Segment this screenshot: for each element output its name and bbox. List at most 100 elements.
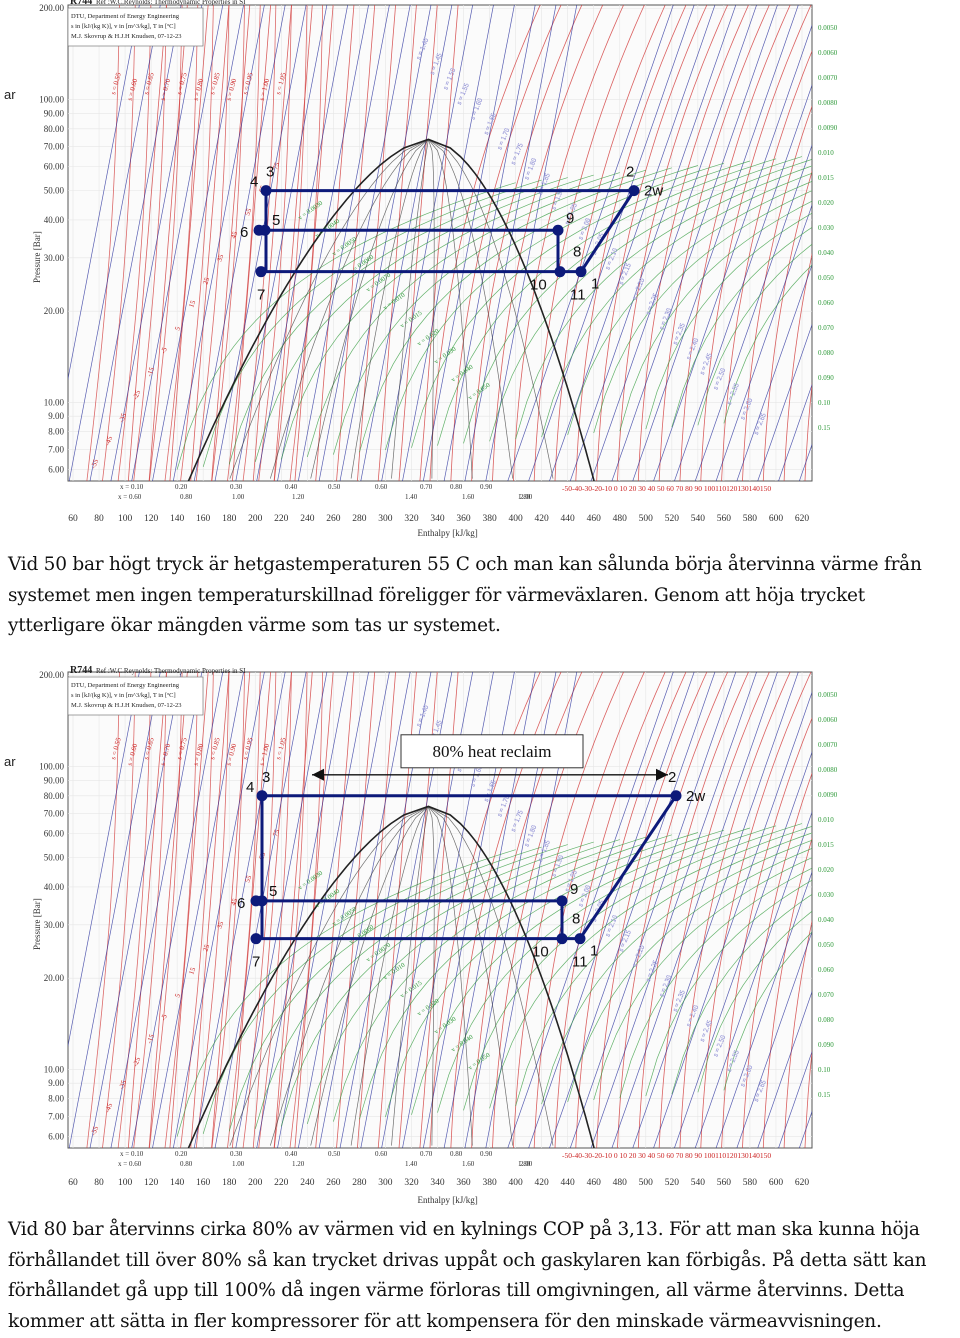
isotherm-line (575, 5, 687, 481)
point-label-2w: 2w (644, 183, 663, 200)
isentrope-line (569, 5, 737, 481)
point-label-2: 2 (626, 164, 634, 181)
isotherm-line (133, 5, 167, 481)
quality-label: x = 0.10 (120, 483, 144, 491)
y-tick-label: 50.00 (44, 186, 65, 196)
header-box (67, 676, 204, 716)
isentrope-line (402, 5, 494, 481)
volume-label: 0.080 (818, 349, 834, 357)
point-label-11: 11 (572, 954, 588, 971)
isentrope-line (736, 263, 812, 481)
x-tick-label: 480 (613, 1178, 628, 1188)
x-tick-label: 440 (561, 514, 576, 524)
isochore-line (437, 158, 777, 446)
isochore-line (228, 844, 568, 1132)
isotherm-line (232, 672, 272, 1148)
isotherm-line (357, 5, 396, 481)
isotherm-line (180, 5, 214, 481)
volume-label: 0.020 (818, 866, 834, 874)
volume-label: 0.060 (818, 299, 834, 307)
x-tick-label: 600 (769, 1178, 784, 1188)
isotherm-line (315, 672, 355, 1148)
isentrope-line (256, 5, 349, 481)
header-line: M.J. Skovrup & H.J.H Knudsen, 07-12-23 (71, 702, 182, 709)
x-tick-label: 540 (691, 514, 706, 524)
header-box (67, 7, 204, 47)
point-label-4: 4 (250, 174, 258, 191)
point-label-3: 3 (262, 769, 270, 786)
isentrope-line (778, 1050, 812, 1148)
x-tick-label: 220 (274, 1178, 289, 1188)
isotherm-line (762, 170, 812, 481)
isochore-line (645, 879, 812, 1097)
isotherm-line (195, 672, 230, 1148)
ph-diagram-50-bar: 6.00 7.00 8.00 9.00 10.00 20.00 30.00 40.00 50.0… (0, 0, 960, 548)
quality-line (428, 806, 554, 1146)
cycle-point-p6 (253, 224, 265, 236)
saturation-dome (187, 805, 595, 1148)
isochore-line (645, 212, 812, 430)
quality-line (310, 139, 429, 479)
quality-label: 0.90 (480, 483, 493, 491)
quality-label: 0.30 (230, 1150, 243, 1158)
x-tick-label: 380 (482, 514, 497, 524)
isentrope-line (297, 672, 390, 1148)
quality-label: 1.60 (462, 493, 475, 501)
y-tick-label: 90.00 (44, 775, 65, 785)
x-tick-label: 340 (430, 1178, 445, 1188)
isotherm-line (133, 672, 167, 1148)
temperature-curve-label: -25 (131, 1056, 142, 1068)
temperature-curve-label: 75 (271, 828, 281, 838)
isotherm-line (148, 672, 188, 1148)
isochore-line (202, 846, 542, 1135)
y-tick-label: 40.00 (44, 882, 65, 892)
refrigeration-cycle: 34 2 2w 5 6 7 9 8 10 111 80% heat reclaim (237, 734, 705, 971)
temperature-curve-label: 15 (187, 966, 197, 976)
isentrope-line (653, 691, 812, 1148)
temperature-curve-label: 35 (215, 920, 225, 930)
isotherm-line (86, 672, 121, 1148)
y-tick-label: 30.00 (44, 253, 65, 263)
isentrope-line (172, 672, 265, 1148)
temperature-curve-label: -55 (89, 458, 100, 470)
y-tick-label: 6.00 (48, 1132, 64, 1142)
cycle-point-p8 (574, 933, 586, 945)
isotherm-line (258, 672, 292, 1148)
isotherm-line (512, 5, 624, 481)
x-tick-label: 180 (222, 514, 237, 524)
quality-label: 0.40 (285, 483, 298, 491)
x-tick-label: 480 (613, 514, 628, 524)
temperature-curve-label: 5 (173, 992, 182, 998)
volume-label: 0.070 (818, 991, 834, 999)
point-label-5: 5 (269, 883, 277, 900)
isentrope-line (694, 811, 812, 1148)
x-tick-label: 580 (743, 1178, 758, 1188)
volume-label: 0.0050 (818, 691, 838, 699)
x-tick-label: 440 (561, 1178, 576, 1188)
isentrope-line (110, 5, 203, 481)
volume-label: 0.0060 (818, 716, 838, 724)
y-tick-label: 90.00 (44, 108, 65, 118)
isotherm-line (195, 5, 230, 481)
x-tick-label: 60 (68, 1178, 78, 1188)
quality-label: 0.30 (230, 483, 243, 491)
isentrope-line (674, 84, 812, 481)
quality-line (428, 139, 435, 479)
isotherm-line (315, 5, 355, 481)
quality-label: x = 0.60 (118, 493, 142, 501)
isentrope-line (318, 5, 411, 481)
point-label-1: 1 (590, 943, 598, 960)
volume-label: 0.050 (818, 941, 834, 949)
isochore-line (671, 894, 812, 1095)
isotherm-line (679, 5, 791, 481)
isoline-group (68, 5, 812, 481)
quality-line (428, 806, 435, 1146)
y-tick-label: 20.00 (44, 306, 65, 316)
x-tick-label: 560 (717, 514, 732, 524)
isochore-line (176, 849, 516, 1137)
isotherm-line (273, 5, 313, 481)
isotherm-line (637, 5, 749, 481)
quality-label: 1.20 (292, 493, 305, 501)
x-axis-label: Enthalpy [kJ/kg] (418, 1195, 478, 1205)
